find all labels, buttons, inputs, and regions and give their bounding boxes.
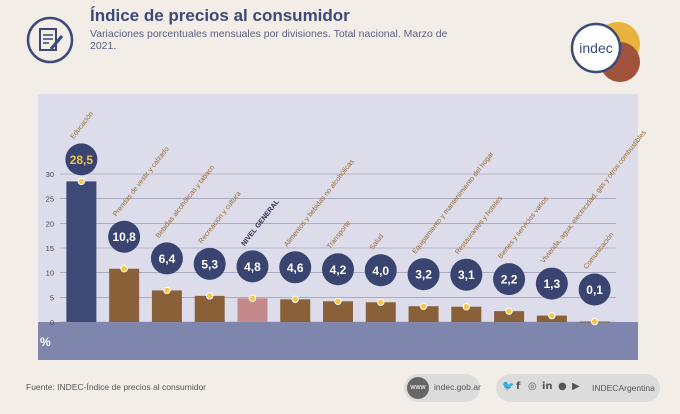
source-note: Fuente: INDEC-Índice de precios al consu…: [26, 382, 206, 392]
instagram-icon[interactable]: ◎: [528, 381, 537, 392]
bar-marker: [248, 294, 257, 303]
bar: [280, 299, 311, 322]
twitter-icon[interactable]: 🐦: [502, 381, 515, 392]
value-label: 6,4: [159, 252, 176, 266]
youtube-icon[interactable]: ▶: [572, 381, 580, 392]
bar-marker: [377, 298, 385, 306]
y-tick-label: 10: [46, 269, 54, 278]
website-text: indec.gob.ar: [434, 382, 481, 392]
value-label: 10,8: [112, 230, 136, 244]
value-bubble: [450, 258, 483, 291]
bar-marker: [334, 297, 342, 305]
y-tick-label: 5: [50, 293, 54, 302]
bar-marker: [163, 286, 171, 295]
spotify-icon[interactable]: ●: [558, 381, 567, 392]
logo-text: indec: [579, 40, 612, 56]
facebook-icon[interactable]: f: [516, 381, 521, 392]
bar-marker: [419, 302, 428, 310]
value-label: 3,2: [415, 268, 432, 282]
value-label: 4,2: [330, 263, 347, 277]
value-label: 0,1: [586, 283, 603, 297]
value-label: 5,3: [201, 257, 218, 271]
bar-marker: [205, 292, 214, 300]
indec-logo: indec: [570, 22, 640, 82]
bar-marker: [590, 317, 599, 326]
bar: [451, 306, 482, 322]
value-bubble: [236, 250, 269, 283]
value-bubble: [322, 253, 354, 286]
www-icon: www: [407, 377, 429, 399]
value-bubble: [108, 220, 141, 253]
bar: [494, 311, 525, 322]
y-tick-label: 30: [46, 170, 54, 179]
social-handle: INDECArgentina: [592, 383, 655, 393]
website-link[interactable]: www indec.gob.ar: [404, 374, 481, 402]
value-bubble: [493, 263, 526, 296]
value-label: 3,1: [458, 268, 475, 282]
y-axis-unit: %: [40, 335, 51, 349]
bar: [237, 298, 268, 322]
bar: [408, 306, 439, 322]
value-bubble: [407, 258, 440, 291]
page-title: Índice de precios al consumidor: [90, 6, 350, 25]
value-label: 1,3: [544, 277, 561, 291]
page-subtitle: Variaciones porcentuales mensuales por d…: [90, 28, 448, 52]
y-tick-label: 20: [46, 219, 54, 228]
bar-marker: [548, 311, 556, 320]
value-label: 4,6: [287, 261, 304, 275]
linkedin-icon[interactable]: in: [542, 381, 553, 392]
bar-marker: [462, 303, 471, 311]
bar-marker: [291, 295, 299, 304]
value-bubble: [65, 143, 98, 176]
bar: [194, 295, 225, 322]
bar: [323, 301, 353, 322]
value-bubble: [535, 267, 568, 300]
bar-marker: [77, 177, 86, 186]
bar: [365, 302, 396, 322]
value-label: 4,0: [372, 264, 389, 278]
bar-marker: [505, 307, 513, 315]
value-bubble: [193, 247, 226, 280]
value-bubble: [279, 251, 312, 284]
value-bubble: [364, 254, 397, 287]
y-tick-label: 15: [46, 244, 54, 253]
axis-band: [38, 322, 638, 360]
bar: [109, 268, 140, 322]
bar: [151, 290, 182, 322]
y-tick-label: 25: [46, 195, 54, 204]
document-edit-icon: [26, 16, 74, 64]
y-tick-label: 0: [50, 318, 54, 327]
social-links: 🐦 f ◎ in ● ▶ INDECArgentina: [496, 374, 660, 402]
value-bubble: [578, 273, 611, 306]
value-label: 2,2: [501, 273, 518, 287]
bar: [66, 181, 97, 322]
bar-marker: [120, 265, 128, 273]
value-label: 28,5: [70, 153, 94, 167]
value-bubble: [150, 242, 183, 275]
value-label: 4,8: [244, 260, 261, 274]
